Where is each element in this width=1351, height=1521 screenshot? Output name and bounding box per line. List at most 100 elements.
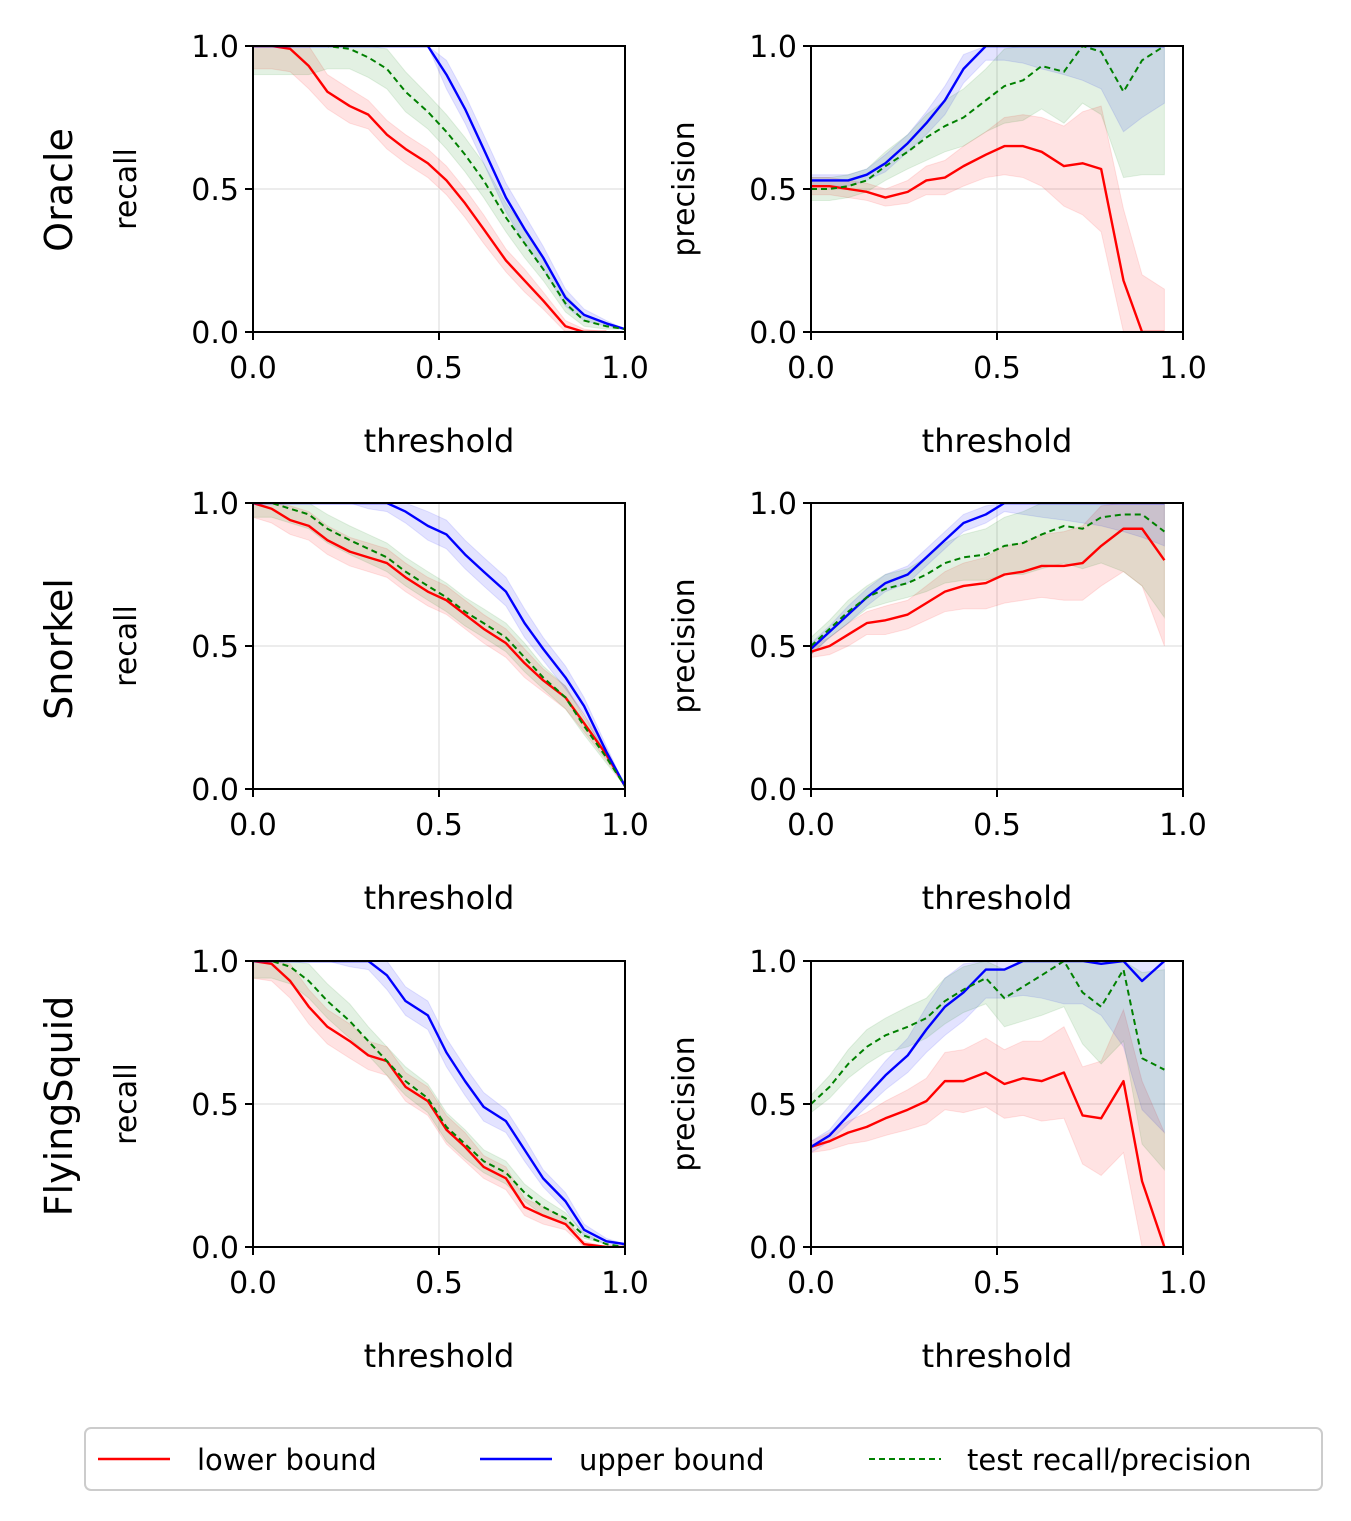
panel-snorkel-recall: 0.0 0.5 1.0 0.0 0.5 1.0 threshold recall: [109, 487, 649, 917]
y-axis-label: recall: [109, 605, 144, 687]
series-line-lower: [811, 1071, 1166, 1247]
series-line-lower: [811, 144, 1165, 332]
legend-label-upper: upper bound: [579, 1443, 765, 1477]
x-axis-label: threshold: [922, 422, 1073, 460]
y-tick-label: 1.0: [749, 487, 797, 522]
panel-snorkel-precision: 0.0 0.5 1.0 0.0 0.5 1.0 threshold precision: [667, 487, 1207, 917]
series-line-lower: [253, 961, 625, 1247]
band-lower: [811, 1008, 1165, 1247]
x-tick-label: 0.0: [229, 351, 277, 386]
y-axis-label: precision: [667, 1036, 702, 1171]
series-line-upper: [253, 503, 625, 787]
y-tick-label: 0.0: [749, 773, 797, 808]
x-tick-label: 1.0: [1159, 1266, 1207, 1301]
series-line-test: [811, 513, 1166, 647]
x-tick-label: 1.0: [601, 808, 649, 843]
x-axis-label: threshold: [364, 879, 515, 917]
series-line-lower: [811, 527, 1166, 653]
band-lower: [811, 503, 1165, 658]
x-tick-label: 0.0: [229, 1266, 277, 1301]
x-tick-label: 1.0: [601, 1266, 649, 1301]
band-test: [253, 503, 625, 787]
panel-flyingsquid-recall-plot-area: [253, 961, 625, 1247]
panel-flyingsquid-precision: 0.0 0.5 1.0 0.0 0.5 1.0 threshold precision: [667, 945, 1207, 1375]
y-tick-label: 0.5: [191, 1088, 239, 1123]
x-tick-label: 0.5: [973, 808, 1021, 843]
series-line-test: [253, 46, 625, 331]
y-tick-label: 1.0: [749, 30, 797, 65]
y-tick-label: 0.0: [191, 773, 239, 808]
series-line-test: [253, 503, 625, 787]
panel-oracle-precision: 0.0 0.5 1.0 0.0 0.5 1.0 threshold precision: [667, 30, 1207, 460]
series-line-upper: [811, 46, 1165, 182]
y-tick-label: 0.0: [749, 1231, 797, 1266]
y-tick-label: 1.0: [749, 945, 797, 980]
x-tick-label: 0.5: [415, 1266, 463, 1301]
x-tick-label: 0.5: [415, 351, 463, 386]
series-line-upper: [253, 961, 625, 1246]
y-tick-label: 0.5: [749, 173, 797, 208]
y-axis-label: recall: [109, 1063, 144, 1145]
legend-frame: [84, 1427, 1323, 1491]
band-upper: [811, 961, 1165, 1154]
legend: lower bound upper bound test recall/prec…: [84, 1427, 1323, 1491]
x-tick-label: 0.0: [787, 808, 835, 843]
band-upper: [253, 503, 625, 787]
y-axis-label: precision: [667, 121, 702, 256]
y-tick-label: 0.5: [191, 173, 239, 208]
legend-label-test: test recall/precision: [967, 1443, 1251, 1477]
y-tick-label: 0.5: [749, 1088, 797, 1123]
x-axis-label: threshold: [364, 422, 515, 460]
x-tick-label: 0.0: [787, 351, 835, 386]
row-label-snorkel: Snorkel: [37, 578, 81, 720]
panels: 0.0 0.5 1.0 0.0 0.5 1.0 threshold recall 0.0 0.5 1…: [109, 30, 1207, 1375]
y-axis-label: precision: [667, 578, 702, 713]
panel-snorkel-recall-plot-area: [253, 503, 625, 787]
panel-flyingsquid-recall: 0.0 0.5 1.0 0.0 0.5 1.0 threshold recall: [109, 945, 649, 1375]
panel-flyingsquid-precision-plot-area: [811, 961, 1166, 1247]
row-label-flyingsquid: FlyingSquid: [37, 996, 81, 1217]
x-tick-label: 0.5: [973, 1266, 1021, 1301]
y-tick-label: 1.0: [191, 945, 239, 980]
series-line-lower: [253, 46, 607, 332]
x-tick-label: 0.5: [415, 808, 463, 843]
series-line-upper: [811, 961, 1166, 1148]
band-lower: [253, 503, 625, 787]
row-label-oracle: Oracle: [37, 128, 81, 252]
y-tick-label: 1.0: [191, 30, 239, 65]
band-upper: [811, 503, 1165, 656]
x-tick-label: 0.5: [973, 351, 1021, 386]
panel-snorkel-precision-plot-area: [811, 503, 1166, 658]
x-tick-label: 0.0: [229, 808, 277, 843]
y-axis-label: recall: [109, 148, 144, 230]
panel-oracle-recall: 0.0 0.5 1.0 0.0 0.5 1.0 threshold recall: [109, 30, 649, 460]
series-line-test: [811, 46, 1165, 190]
band-test: [253, 46, 625, 330]
y-tick-label: 1.0: [191, 487, 239, 522]
series-line-test: [253, 961, 625, 1247]
y-tick-label: 0.0: [191, 316, 239, 351]
x-axis-label: threshold: [922, 1337, 1073, 1375]
band-lower: [253, 961, 625, 1247]
x-axis-label: threshold: [364, 1337, 515, 1375]
y-tick-label: 0.5: [749, 630, 797, 665]
x-tick-label: 1.0: [1159, 808, 1207, 843]
band-upper: [253, 961, 625, 1245]
band-test: [811, 961, 1165, 1172]
x-axis-label: threshold: [922, 879, 1073, 917]
panel-oracle-precision-plot-area: [811, 46, 1165, 332]
band-test: [811, 46, 1165, 201]
band-lower: [253, 46, 607, 332]
x-tick-label: 0.0: [787, 1266, 835, 1301]
x-tick-label: 1.0: [601, 351, 649, 386]
series-line-upper: [253, 46, 625, 331]
band-lower: [811, 105, 1165, 332]
legend-label-lower: lower bound: [197, 1443, 377, 1477]
y-tick-label: 0.0: [191, 1231, 239, 1266]
y-tick-label: 0.5: [191, 630, 239, 665]
panel-oracle-recall-plot-area: [253, 46, 625, 332]
x-tick-label: 1.0: [1159, 351, 1207, 386]
y-tick-label: 0.0: [749, 316, 797, 351]
